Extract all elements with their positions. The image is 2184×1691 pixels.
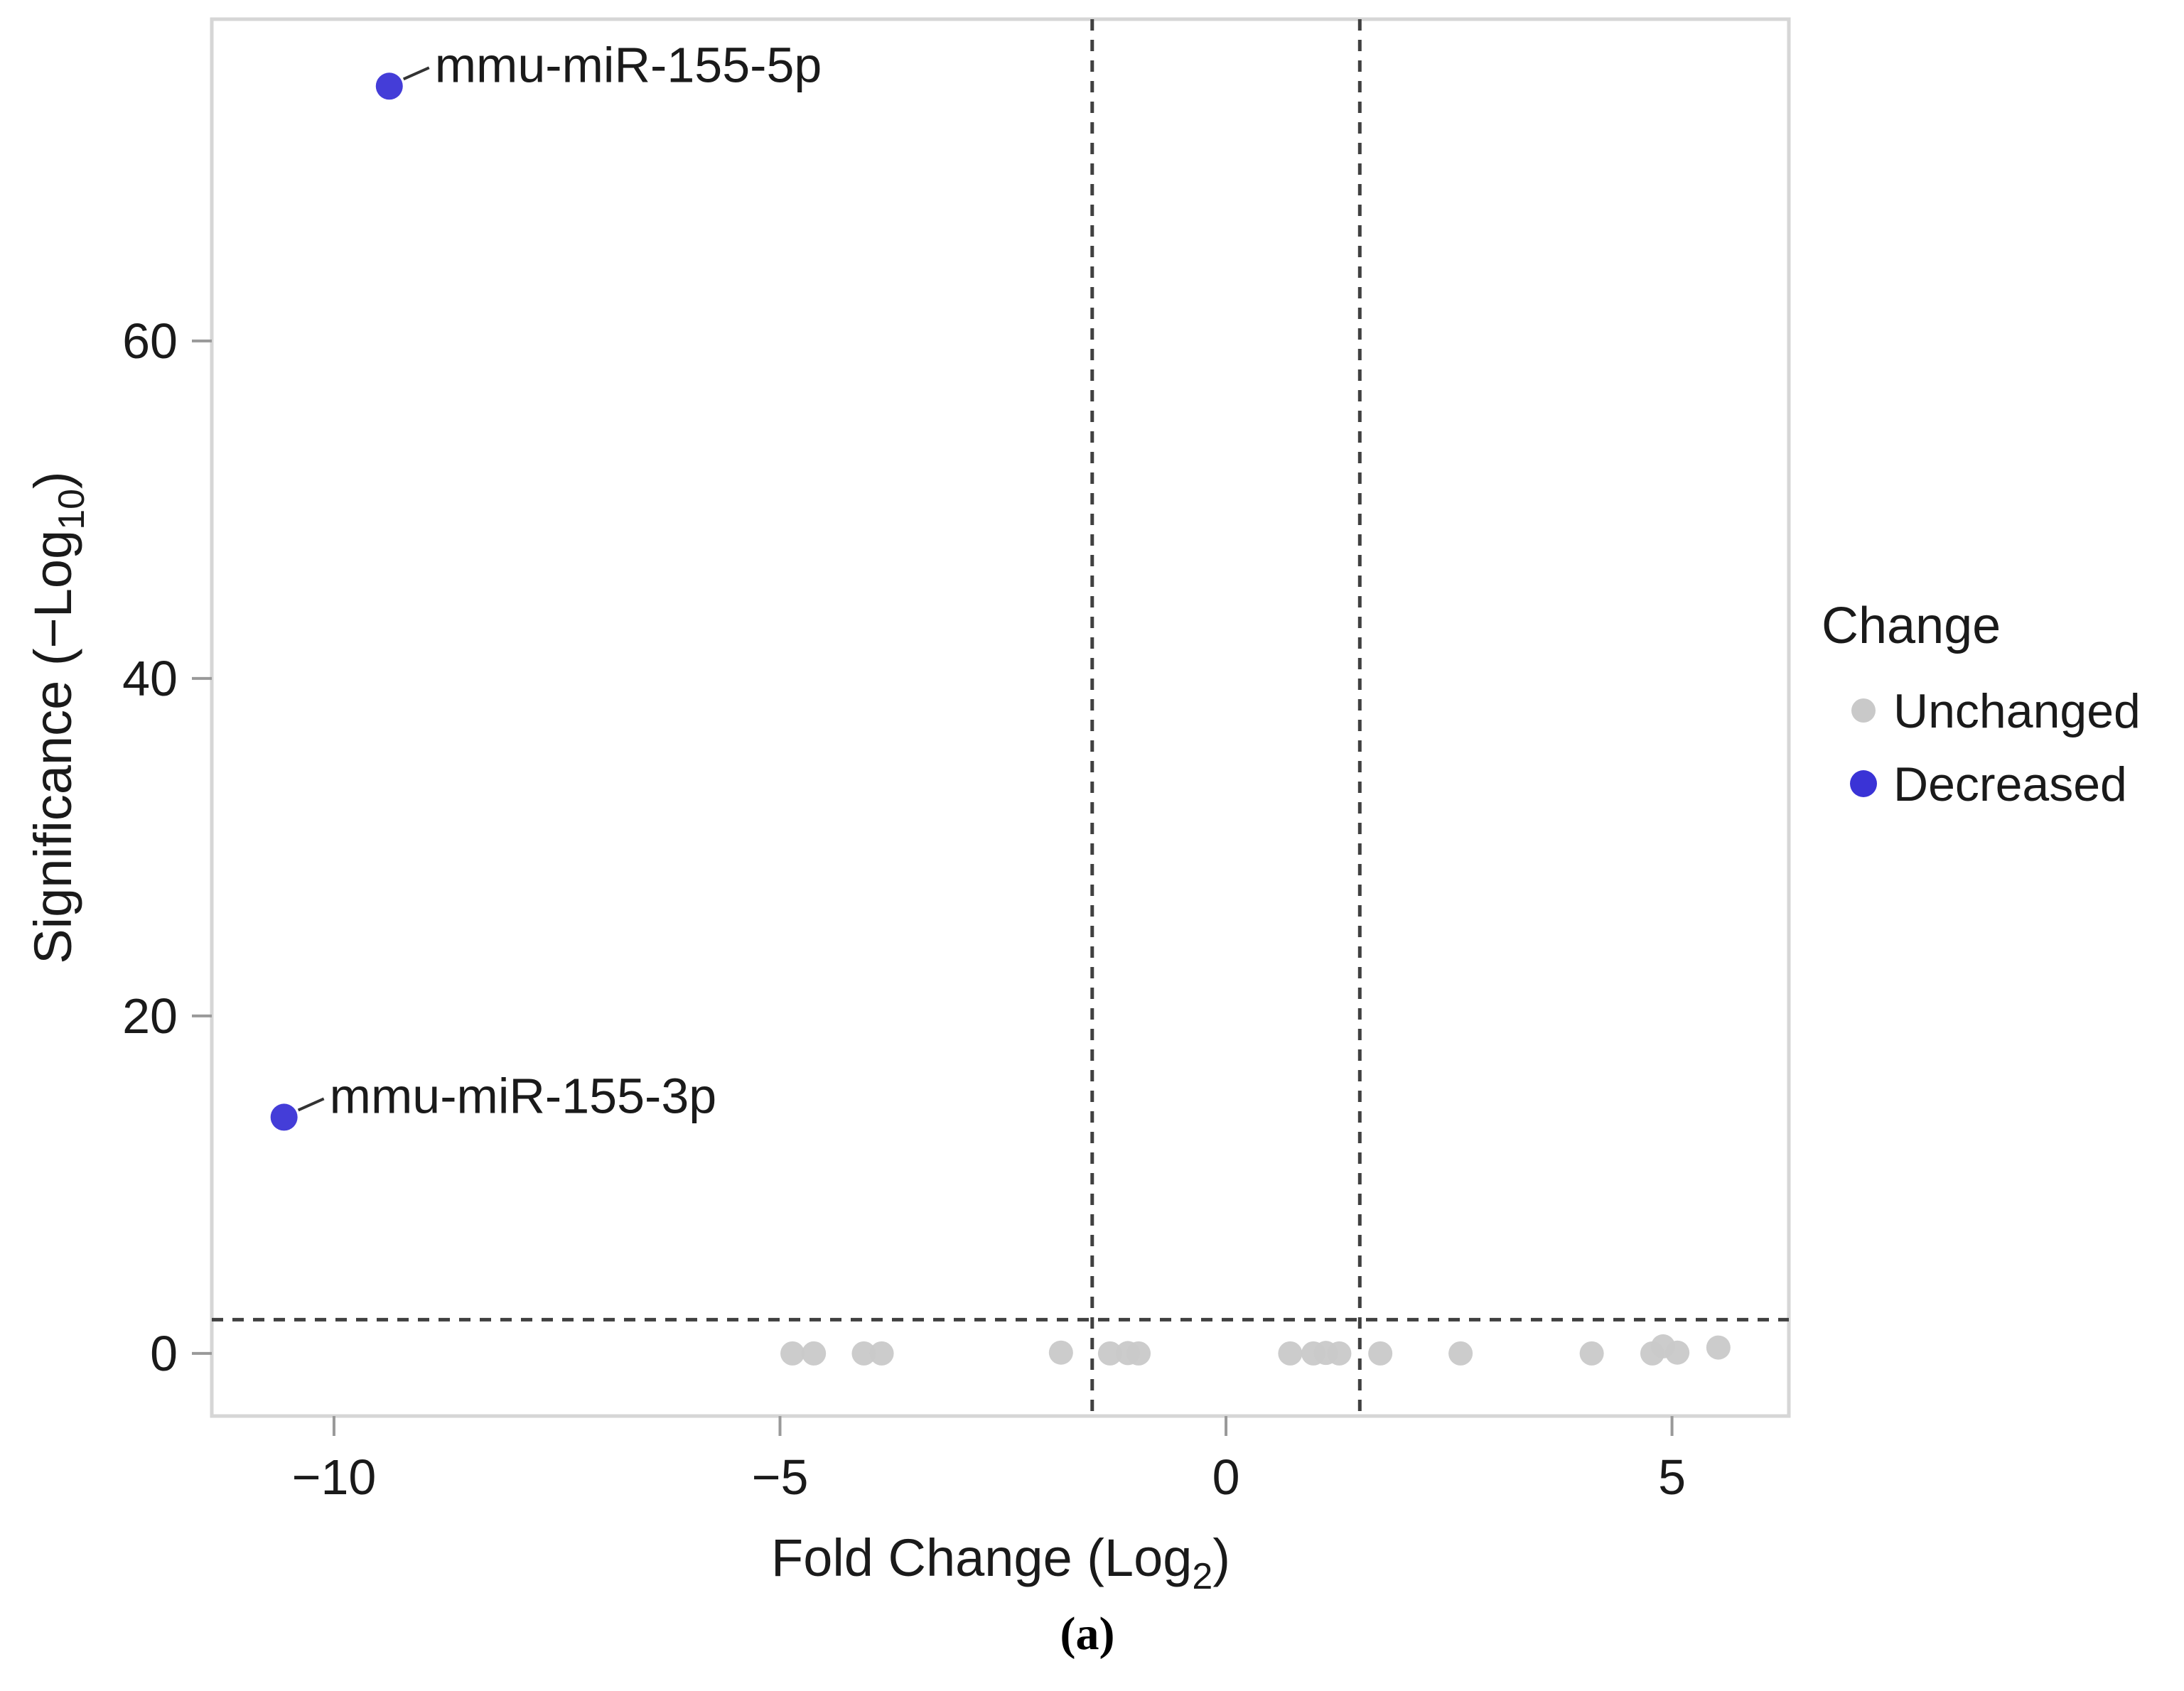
x-tick-label: −10 xyxy=(292,1449,377,1505)
y-tick-label: 0 xyxy=(150,1326,178,1381)
data-point-unchanged xyxy=(1327,1341,1352,1366)
x-tick-label: 5 xyxy=(1658,1449,1686,1505)
data-point-unchanged xyxy=(1368,1341,1393,1366)
y-axis-title: Significance (−Log10) xyxy=(23,471,92,963)
x-tick-label: −5 xyxy=(752,1449,809,1505)
data-point-unchanged xyxy=(780,1341,805,1366)
legend-dot-decreased xyxy=(1850,770,1877,797)
data-point-unchanged xyxy=(1579,1341,1604,1366)
point-label: mmu-miR-155-5p xyxy=(435,37,822,92)
data-point-unchanged xyxy=(1097,1341,1122,1366)
point-label: mmu-miR-155-3p xyxy=(330,1068,717,1123)
x-axis-title: Fold Change (Log2) xyxy=(771,1528,1230,1597)
data-point-unchanged xyxy=(1048,1340,1073,1365)
legend-dot-unchanged xyxy=(1851,698,1876,723)
data-point-decreased xyxy=(270,1103,298,1131)
data-point-unchanged xyxy=(1278,1341,1303,1366)
data-point-decreased xyxy=(375,72,403,100)
legend-label-decreased: Decreased xyxy=(1893,757,2127,811)
y-tick-label: 20 xyxy=(122,988,178,1044)
data-point-unchanged xyxy=(1706,1335,1731,1360)
plot-panel xyxy=(210,17,1791,1418)
subfigure-caption: (a) xyxy=(1060,1608,1115,1660)
data-point-unchanged xyxy=(1665,1340,1690,1365)
axis-ticks: −10 −5 0 5 0 20 40 60 xyxy=(122,313,1686,1505)
panel-border xyxy=(210,17,1791,1418)
point-label-leader xyxy=(402,66,430,81)
data-point-unchanged xyxy=(802,1341,827,1366)
legend-label-unchanged: Unchanged xyxy=(1893,684,2141,738)
threshold-lines xyxy=(212,19,1789,1416)
data-point-unchanged xyxy=(1448,1341,1473,1366)
legend: Change Unchanged Decreased xyxy=(1822,598,2141,811)
data-point-unchanged xyxy=(1126,1341,1151,1366)
data-point-unchanged xyxy=(851,1341,876,1366)
y-tick-label: 40 xyxy=(122,651,178,706)
y-tick-label: 60 xyxy=(122,313,178,369)
point-label-leader xyxy=(297,1097,325,1112)
point-labels: mmu-miR-155-5p mmu-miR-155-3p xyxy=(297,37,822,1123)
data-point-unchanged xyxy=(869,1341,894,1366)
data-points xyxy=(270,72,1731,1366)
x-tick-label: 0 xyxy=(1212,1449,1240,1505)
legend-title: Change xyxy=(1822,598,2001,654)
